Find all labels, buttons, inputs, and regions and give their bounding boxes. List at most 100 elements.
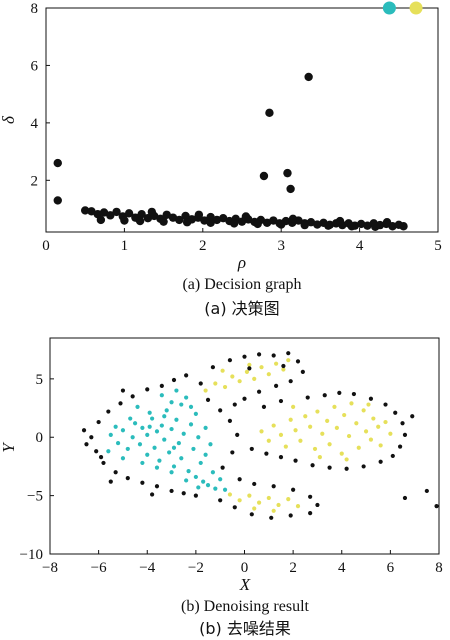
data-point: [169, 426, 174, 432]
data-point: [81, 206, 90, 215]
data-point: [293, 428, 298, 433]
data-point: [259, 429, 264, 434]
data-point: [162, 210, 171, 219]
data-point: [140, 425, 145, 431]
plot-b-y-label: Y: [0, 442, 18, 453]
data-point: [227, 358, 233, 363]
data-point: [393, 410, 398, 415]
data-point: [125, 446, 130, 452]
data-point: [179, 402, 184, 407]
data-point: [174, 417, 179, 422]
data-point: [274, 361, 279, 366]
data-point: [363, 429, 369, 434]
data-point: [253, 219, 262, 229]
data-point: [256, 389, 262, 394]
data-point: [218, 477, 223, 482]
data-point: [220, 465, 225, 470]
data-point: [232, 505, 237, 510]
data-point: [150, 492, 155, 497]
data-point: [371, 416, 376, 421]
y-tick-label: 2: [31, 173, 39, 189]
data-point: [335, 216, 345, 226]
data-point: [128, 416, 133, 421]
highlight-point: [409, 1, 423, 15]
data-point: [346, 433, 352, 439]
data-point: [300, 220, 309, 230]
data-point: [291, 487, 296, 492]
data-point: [203, 452, 208, 457]
data-point: [99, 208, 109, 217]
data-point: [390, 453, 395, 459]
data-point: [147, 410, 152, 415]
data-point: [256, 352, 262, 357]
data-point: [181, 491, 186, 496]
data-point: [159, 217, 168, 226]
data-point: [115, 440, 121, 446]
data-point: [308, 494, 313, 499]
data-point: [274, 383, 279, 388]
data-point: [286, 351, 291, 356]
data-point: [218, 498, 223, 503]
data-point: [159, 423, 164, 428]
data-point: [286, 497, 291, 502]
data-point: [347, 222, 356, 231]
data-point: [334, 425, 339, 431]
data-point: [106, 409, 111, 414]
data-point: [186, 469, 191, 474]
data-point: [368, 437, 374, 442]
data-point: [227, 492, 233, 497]
data-point: [266, 438, 271, 443]
data-point: [218, 408, 223, 413]
data-point: [241, 212, 251, 221]
plot-a-x-ticks: 0 1 2 3 4 5: [42, 228, 442, 254]
data-point: [196, 485, 201, 490]
data-point: [96, 419, 101, 425]
plot-a-highlight-points: [382, 1, 423, 15]
x-tick-label: 8: [435, 560, 443, 576]
data-point: [194, 210, 204, 219]
data-point: [175, 215, 184, 225]
data-point: [205, 397, 211, 402]
data-point: [222, 384, 228, 390]
data-point: [247, 366, 252, 371]
data-point: [205, 483, 211, 488]
data-point: [193, 493, 198, 498]
data-point: [434, 504, 439, 509]
data-point: [286, 358, 291, 363]
data-point: [108, 479, 113, 484]
data-point: [164, 408, 169, 413]
data-point: [242, 396, 247, 401]
data-point: [378, 459, 383, 464]
data-point: [154, 465, 160, 470]
data-point: [259, 171, 269, 181]
caption-b-en: (b) Denoising result: [181, 598, 310, 615]
data-point: [368, 396, 374, 401]
data-point: [278, 398, 284, 404]
plot-a-points: [53, 72, 408, 232]
data-point: [181, 431, 186, 436]
data-point: [344, 466, 349, 471]
data-point: [337, 390, 342, 395]
data-point: [288, 417, 293, 422]
data-point: [304, 72, 313, 82]
data-point: [137, 209, 146, 219]
data-point: [351, 391, 357, 397]
y-tick-label: 8: [31, 1, 39, 17]
data-point: [383, 402, 388, 407]
data-point: [271, 484, 276, 489]
data-point: [276, 502, 281, 508]
data-point: [269, 515, 274, 520]
data-point: [399, 222, 408, 231]
data-point: [278, 432, 284, 438]
data-point: [157, 458, 162, 463]
data-point: [269, 216, 278, 225]
data-point: [135, 404, 140, 409]
data-point: [230, 450, 235, 455]
data-point: [206, 212, 215, 222]
data-point: [193, 474, 198, 480]
data-point: [312, 446, 318, 452]
data-point: [203, 388, 208, 393]
data-point: [286, 184, 295, 194]
data-point: [193, 411, 198, 416]
data-point: [218, 214, 228, 223]
